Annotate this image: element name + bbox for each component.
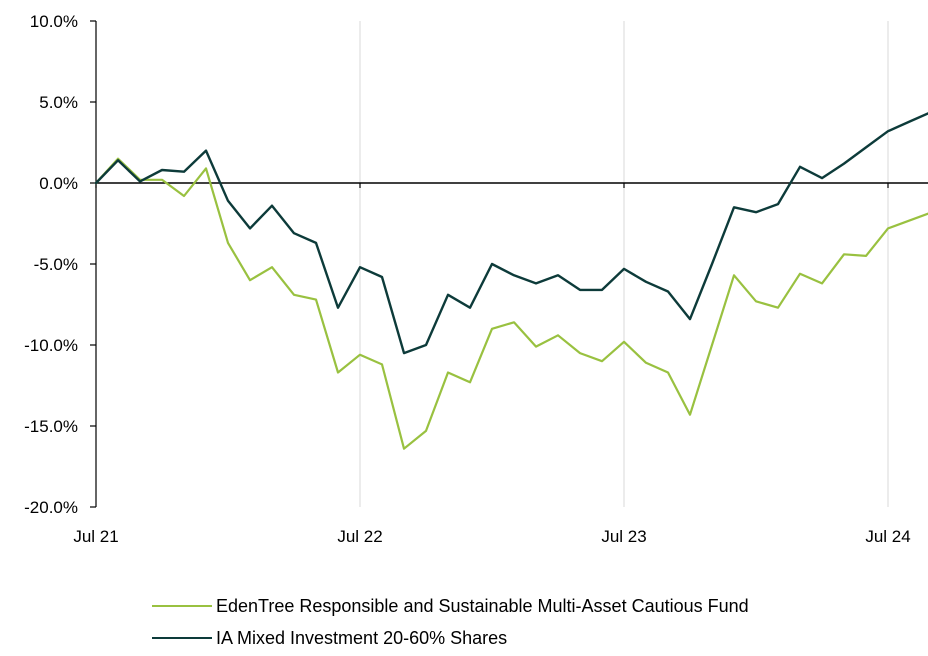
legend-swatch-ia-mixed [152, 637, 212, 639]
y-tick-label: -15.0% [24, 417, 78, 436]
legend-label-ia-mixed: IA Mixed Investment 20-60% Shares [216, 627, 508, 648]
chart-container: 10.0% 5.0% 0.0% -5.0% -10.0% -15.0% -20.0% Jul … [24, 12, 928, 648]
x-tick-label: Jul 21 [73, 527, 118, 546]
legend-label-edentree: EdenTree Responsible and Sustainable Mul… [216, 595, 749, 616]
y-tick-label: 10.0% [30, 12, 78, 31]
y-tick-label: -5.0% [34, 255, 78, 274]
legend-swatch-edentree [152, 605, 212, 607]
line-chart: 10.0% 5.0% 0.0% -5.0% -10.0% -15.0% -20.0% Jul … [24, 12, 928, 546]
y-tick-label: -10.0% [24, 336, 78, 355]
x-tick-label: Jul 23 [601, 527, 646, 546]
legend: EdenTree Responsible and Sustainable Mul… [152, 592, 912, 656]
x-tick-label: Jul 22 [337, 527, 382, 546]
legend-item-edentree: EdenTree Responsible and Sustainable Mul… [152, 592, 912, 620]
y-tick-label: 5.0% [39, 93, 78, 112]
legend-item-ia-mixed: IA Mixed Investment 20-60% Shares [152, 624, 912, 652]
series-line-edentree [94, 157, 928, 450]
y-tick-label: -20.0% [24, 498, 78, 517]
series-line-ia-mixed [94, 112, 928, 355]
x-tick-label: Jul 24 [865, 527, 910, 546]
y-tick-label: 0.0% [39, 174, 78, 193]
